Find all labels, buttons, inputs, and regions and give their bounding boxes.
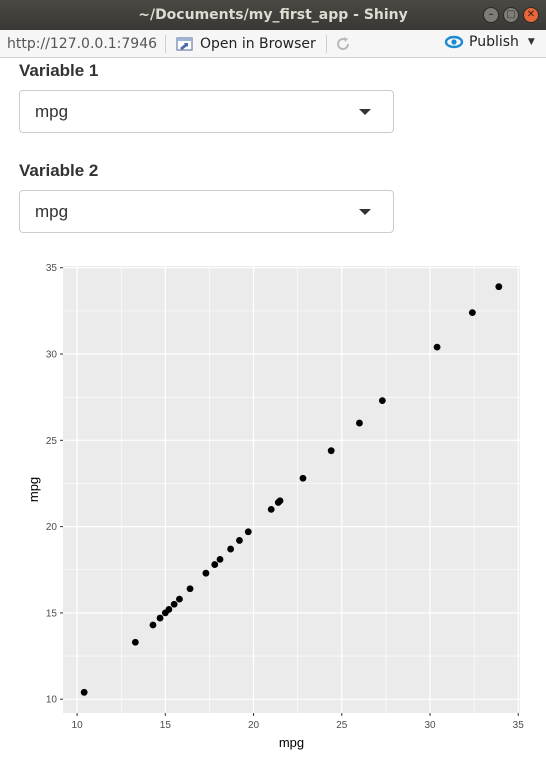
browser-window-icon xyxy=(176,37,193,51)
data-point xyxy=(202,569,210,577)
variable-1-label: Variable 1 xyxy=(19,61,99,80)
data-point xyxy=(468,309,476,316)
window-titlebar: ~/Documents/my_first_app - Shiny – □ ✕ xyxy=(0,0,546,30)
toolbar-divider xyxy=(165,35,166,53)
data-point xyxy=(186,585,194,593)
data-point xyxy=(211,561,219,568)
y-tick-label: 20 xyxy=(46,522,58,533)
y-tick-label: 15 xyxy=(46,608,58,619)
window-title: ~/Documents/my_first_app - Shiny xyxy=(138,7,408,23)
refresh-icon[interactable] xyxy=(334,35,352,53)
scatter-plot: 10 15 20 25 30 35 10 15 20 25 30 35 mpg mpg xyxy=(26,263,525,750)
publish-icon xyxy=(444,35,464,49)
data-point xyxy=(149,621,157,629)
y-tick-label: 25 xyxy=(46,436,58,447)
variable-1-select[interactable]: mpg xyxy=(19,90,394,133)
data-point xyxy=(276,497,284,505)
publish-button[interactable]: Publish ▼ xyxy=(444,34,535,50)
data-point xyxy=(216,555,224,563)
x-tick-label: 20 xyxy=(248,720,260,731)
variable-1-value: mpg xyxy=(35,102,69,121)
close-icon[interactable]: ✕ xyxy=(523,7,539,23)
y-tick-label: 30 xyxy=(46,350,58,361)
data-point xyxy=(244,528,252,536)
y-tick-label: 10 xyxy=(46,695,58,706)
data-point xyxy=(495,283,503,291)
open-in-browser-button[interactable]: Open in Browser xyxy=(176,34,316,54)
viewer-toolbar: http://127.0.0.1:7946 Open in Browser Pu… xyxy=(0,30,546,58)
data-point xyxy=(176,595,183,603)
variable-2-value: mpg xyxy=(35,202,69,221)
open-in-browser-label: Open in Browser xyxy=(200,36,316,52)
minimize-icon[interactable]: – xyxy=(483,7,499,23)
data-point xyxy=(378,397,386,405)
x-tick-label: 10 xyxy=(72,720,84,731)
x-tick-label: 30 xyxy=(424,720,436,731)
data-point xyxy=(170,600,178,608)
data-point xyxy=(299,474,307,482)
data-point xyxy=(236,537,243,544)
data-point xyxy=(267,505,275,513)
x-tick-label: 15 xyxy=(160,720,172,731)
url-display[interactable]: http://127.0.0.1:7946 xyxy=(7,36,158,52)
plot-panel xyxy=(63,266,520,713)
x-tick-label: 35 xyxy=(513,720,525,731)
data-point xyxy=(433,343,441,351)
x-axis-title: mpg xyxy=(279,735,304,750)
y-axis-title: mpg xyxy=(26,477,41,502)
data-point xyxy=(165,606,173,613)
x-tick-label: 25 xyxy=(336,720,348,731)
dropdown-arrow-icon xyxy=(359,209,371,215)
variable-2-label: Variable 2 xyxy=(19,161,99,180)
data-point xyxy=(327,447,335,455)
maximize-icon[interactable]: □ xyxy=(503,7,519,23)
variable-2-select[interactable]: mpg xyxy=(19,190,394,233)
data-point xyxy=(227,545,235,553)
publish-label: Publish xyxy=(469,34,519,50)
dropdown-arrow-icon xyxy=(359,109,371,115)
data-point xyxy=(131,638,139,646)
toolbar-divider xyxy=(326,35,327,53)
data-point xyxy=(80,688,88,696)
chevron-down-icon[interactable]: ▼ xyxy=(527,37,535,47)
y-tick-label: 35 xyxy=(46,263,58,274)
data-point xyxy=(356,419,363,427)
data-point xyxy=(156,614,164,622)
